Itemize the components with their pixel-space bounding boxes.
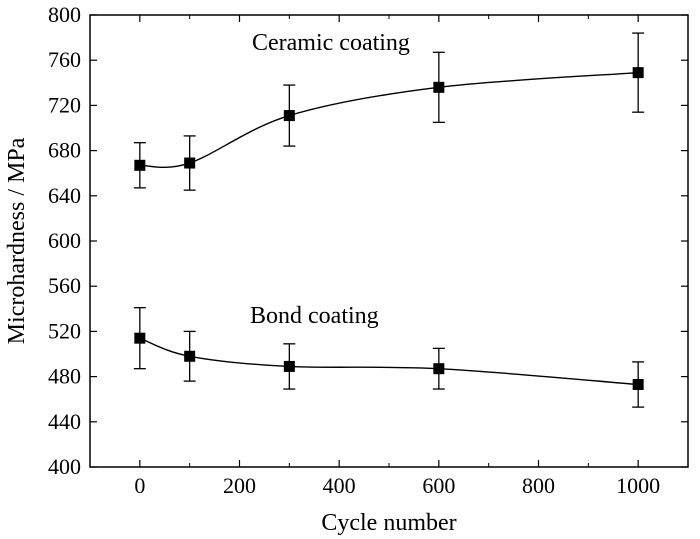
data-point: [433, 363, 445, 375]
annotation-bond: Bond coating: [250, 303, 379, 329]
data-point: [632, 379, 644, 391]
x-tick-label: 0: [134, 473, 145, 498]
x-tick-label: 1000: [616, 473, 660, 498]
y-tick-label: 400: [48, 454, 81, 479]
data-point: [184, 350, 196, 362]
series-ceramic: [133, 32, 645, 191]
x-axis-label: Cycle number: [321, 510, 456, 536]
data-point: [134, 159, 146, 171]
series-bond: [133, 307, 645, 408]
series-line-ceramic: [139, 71, 639, 168]
y-tick-label: 680: [48, 138, 81, 163]
x-tick-label: 600: [422, 473, 455, 498]
x-tick-label: 400: [323, 473, 356, 498]
y-tick-label: 800: [48, 2, 81, 27]
y-tick-label: 720: [48, 92, 81, 117]
data-point: [632, 67, 644, 79]
series-layer: [133, 32, 645, 408]
y-axis-label: Microhardness / MPa: [4, 137, 30, 344]
y-tick-label: 640: [48, 183, 81, 208]
data-point: [283, 360, 295, 372]
data-point: [134, 332, 146, 344]
data-point: [283, 110, 295, 122]
y-tick-label: 480: [48, 364, 81, 389]
x-tick-label: 800: [522, 473, 555, 498]
y-tick-label: 560: [48, 273, 81, 298]
y-tick-label: 760: [48, 47, 81, 72]
y-axis-ticks: 400 440 480 520 560 600 640 680 720 760 800: [48, 2, 688, 479]
series-line-bond: [139, 337, 639, 386]
y-tick-label: 440: [48, 409, 81, 434]
x-axis-ticks: 0 200 400 600 800 1000: [89, 15, 689, 498]
y-tick-label: 600: [48, 228, 81, 253]
data-point: [433, 81, 445, 93]
x-tick-label: 200: [223, 473, 256, 498]
y-tick-label: 520: [48, 318, 81, 343]
data-point: [184, 157, 196, 169]
annotation-ceramic: Ceramic coating: [252, 30, 410, 56]
plot-frame: [89, 14, 689, 468]
